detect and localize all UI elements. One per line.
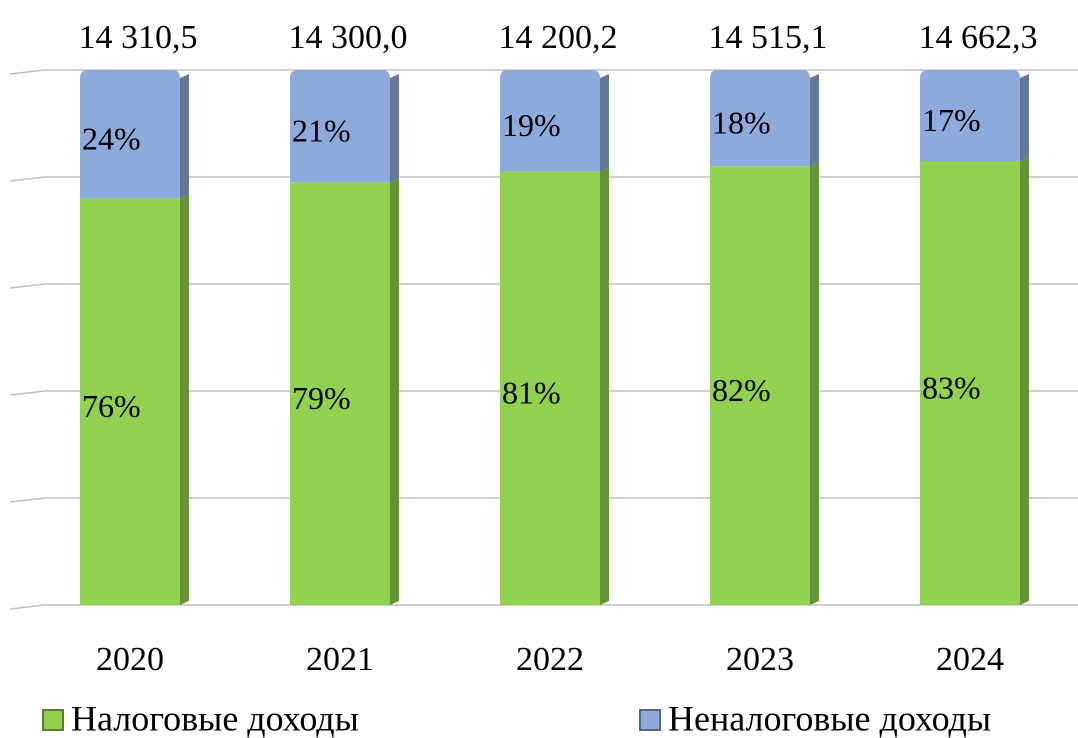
legend-swatch [42, 709, 64, 731]
x-tick-label: 2023 [726, 641, 794, 678]
bar-segment [710, 166, 810, 606]
grid-line [9, 604, 1078, 610]
legend-label: Неналоговые доходы [668, 698, 991, 738]
total-label: 14 515,1 [709, 19, 828, 56]
data-label: 19% [502, 107, 561, 143]
data-label: 21% [292, 113, 351, 149]
bar-side [1020, 156, 1029, 605]
bar-segment [290, 182, 390, 605]
bar-side [600, 74, 609, 172]
bar-segment [290, 70, 390, 183]
x-tick-label: 2020 [96, 641, 164, 678]
data-label: 18% [712, 104, 771, 140]
bar-segment [80, 198, 180, 605]
bar-side [180, 74, 189, 199]
legend-label: Налоговые доходы [71, 698, 359, 738]
bar-segment [500, 70, 600, 172]
x-tick-label: 2021 [306, 641, 374, 678]
data-label: 76% [82, 388, 141, 424]
bar-segment [920, 70, 1020, 161]
total-label: 14 662,3 [919, 19, 1038, 56]
bar-side [810, 74, 819, 167]
bar-side [600, 167, 609, 605]
data-label: 81% [502, 375, 561, 411]
bar-segment [920, 160, 1020, 605]
x-tick-label: 2024 [936, 641, 1004, 678]
data-label: 79% [292, 380, 351, 416]
bar-side [810, 162, 819, 606]
data-label: 17% [922, 102, 981, 138]
bar-segment [500, 171, 600, 605]
total-label: 14 310,5 [79, 19, 198, 56]
bar-side [180, 194, 189, 605]
legend-swatch [639, 709, 661, 731]
total-label: 14 200,2 [499, 19, 618, 56]
x-tick-label: 2022 [516, 641, 584, 678]
bar-side [390, 178, 399, 605]
data-label: 24% [82, 121, 141, 157]
bar-segment [710, 70, 810, 167]
bar-side [390, 74, 399, 183]
total-label: 14 300,0 [289, 19, 408, 56]
data-label: 83% [922, 369, 981, 405]
data-label: 82% [712, 372, 771, 408]
bar-segment [80, 70, 180, 199]
bar-side [1020, 74, 1029, 161]
